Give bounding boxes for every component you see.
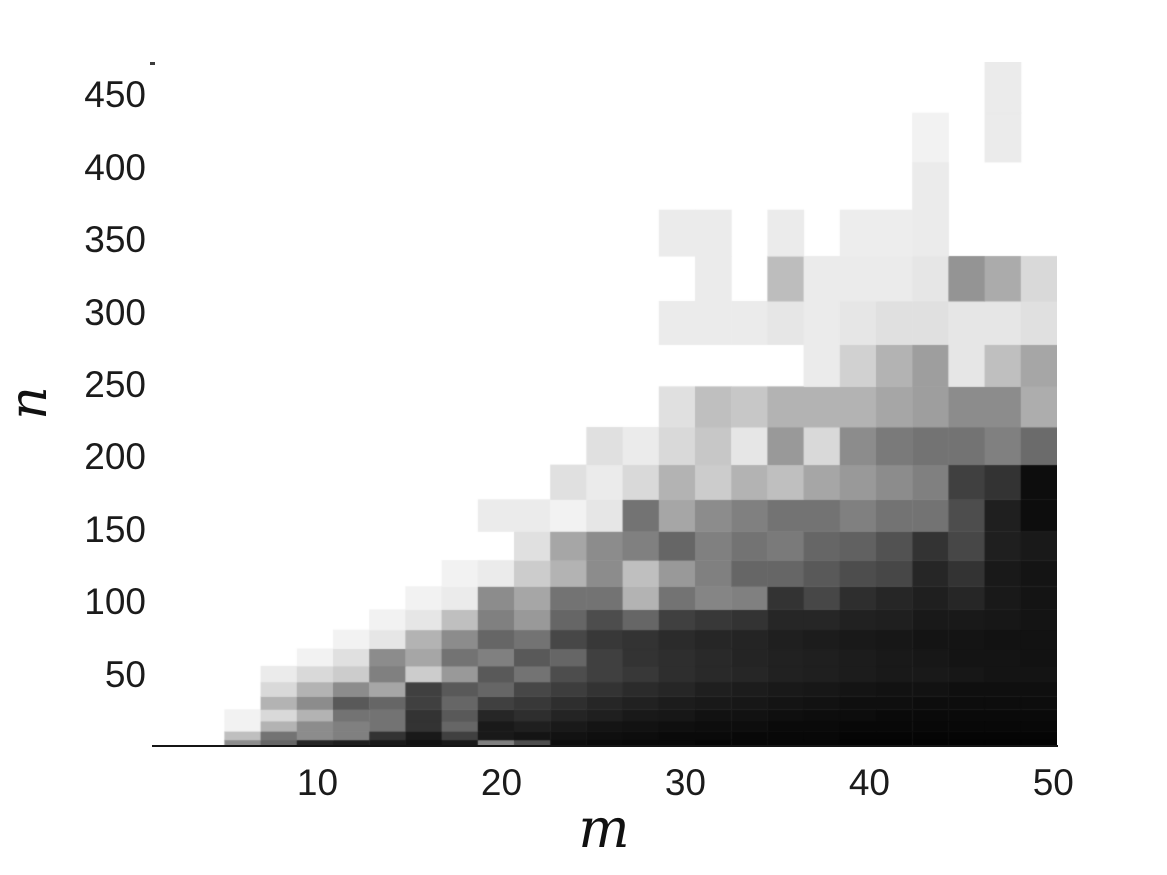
y-tick-label: 350 [84, 219, 146, 261]
y-tick-label: 300 [84, 291, 146, 333]
axis-corner-mark [150, 62, 155, 65]
y-axis-label: n [0, 386, 59, 420]
y-tick-label: 50 [104, 653, 146, 695]
y-tick-label: 100 [84, 581, 146, 623]
x-axis-label: m [578, 797, 630, 860]
y-tick-label: 150 [84, 508, 146, 550]
x-axis-line [152, 745, 1058, 747]
y-tick-label: 400 [84, 146, 146, 188]
y-tick-label: 450 [84, 74, 146, 116]
x-tick-label: 10 [296, 762, 339, 803]
x-tick-label: 20 [480, 762, 523, 803]
y-tick-label: 250 [84, 363, 146, 405]
x-tick-label: 30 [664, 762, 706, 803]
heatmap-canvas [152, 62, 1057, 747]
x-tick-label: 40 [848, 762, 890, 803]
y-tick-label: 200 [84, 436, 146, 478]
x-tick-label: 50 [1032, 762, 1074, 803]
